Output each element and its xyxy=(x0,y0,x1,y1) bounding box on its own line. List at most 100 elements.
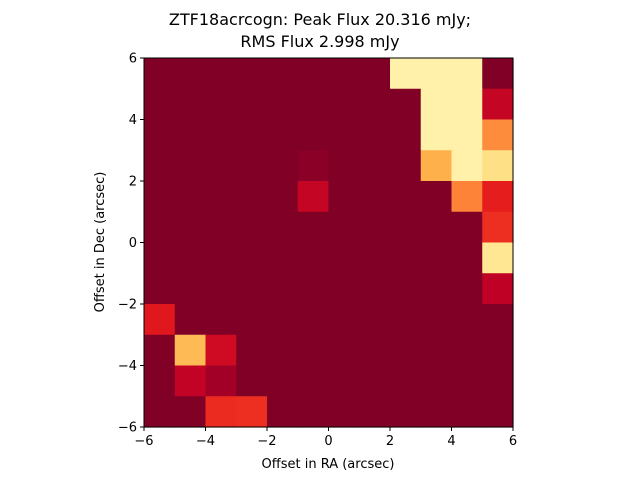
heatmap-cell xyxy=(328,58,360,90)
heatmap-cell xyxy=(482,150,514,182)
heatmap-cell xyxy=(451,396,483,428)
heatmap-cell xyxy=(420,88,453,121)
heatmap-cell xyxy=(144,365,176,397)
heatmap-cell xyxy=(297,334,330,367)
heatmap-cell xyxy=(359,211,391,244)
chart-title-line-1: ZTF18acrcogn: Peak Flux 20.316 mJy; xyxy=(168,10,472,29)
heatmap-cell xyxy=(451,58,483,90)
heatmap-cell xyxy=(420,242,453,274)
heatmap-cell xyxy=(267,119,299,151)
heatmap-cell xyxy=(267,334,299,367)
heatmap-cell xyxy=(174,150,207,182)
heatmap-cell xyxy=(144,396,176,428)
heatmap-cell xyxy=(267,211,299,244)
heatmap-cell xyxy=(174,273,207,305)
heatmap-cell xyxy=(205,242,237,274)
heatmap-cell xyxy=(359,181,391,213)
x-tick-label: 6 xyxy=(509,434,517,449)
heatmap-cell xyxy=(236,396,268,428)
heatmap-cell xyxy=(144,181,176,213)
heatmap-cell xyxy=(420,273,453,305)
chart-title-line-2: RMS Flux 2.998 mJy xyxy=(240,32,400,51)
heatmap-cell xyxy=(297,304,330,336)
heatmap-cell xyxy=(267,88,299,121)
heatmap-cell xyxy=(359,396,391,428)
heatmap-cell xyxy=(205,334,237,367)
heatmap-cell xyxy=(390,211,422,244)
heatmap-cell xyxy=(359,150,391,182)
heatmap-cell xyxy=(144,334,176,367)
heatmap-cell xyxy=(144,119,176,151)
x-tick-label: −4 xyxy=(196,434,215,449)
heatmap-cell xyxy=(174,88,207,121)
heatmap-cell xyxy=(205,211,237,244)
heatmap-cell xyxy=(205,365,237,397)
heatmap-cell xyxy=(482,211,514,244)
heatmap-cell xyxy=(297,273,330,305)
heatmap-cell xyxy=(174,304,207,336)
heatmap-cell xyxy=(451,150,483,182)
heatmap-cell xyxy=(359,334,391,367)
heatmap-cell xyxy=(267,242,299,274)
heatmap-cell xyxy=(297,396,330,428)
heatmap-cell xyxy=(205,273,237,305)
heatmap-cell xyxy=(297,88,330,121)
heatmap-cell xyxy=(267,181,299,213)
heatmap-cell xyxy=(359,365,391,397)
heatmap-cell xyxy=(174,211,207,244)
heatmap-cell xyxy=(174,242,207,274)
y-tick-label: 0 xyxy=(129,236,137,251)
heatmap-cell xyxy=(328,273,360,305)
heatmap-cell xyxy=(174,119,207,151)
heatmap-cell xyxy=(390,119,422,151)
heatmap-cell xyxy=(390,396,422,428)
heatmap-cell xyxy=(482,396,514,428)
heatmap-cell xyxy=(144,273,176,305)
heatmap-cell xyxy=(451,119,483,151)
y-tick-label: 4 xyxy=(129,113,137,128)
heatmap-cell xyxy=(205,181,237,213)
heatmap-cell xyxy=(482,273,514,305)
heatmap-cell xyxy=(390,150,422,182)
heatmap-cell xyxy=(359,88,391,121)
y-tick-label: −6 xyxy=(118,421,137,436)
heatmap-cell xyxy=(297,365,330,397)
x-axis-ticks: −6 −4 −2 0 2 4 6 xyxy=(134,427,517,449)
heatmap-cell xyxy=(174,396,207,428)
heatmap-cell xyxy=(297,58,330,90)
x-tick-label: −2 xyxy=(257,434,276,449)
heatmap-cell xyxy=(267,273,299,305)
heatmap-cell xyxy=(482,334,514,367)
heatmap-cell xyxy=(174,365,207,397)
heatmap-cell xyxy=(205,150,237,182)
x-axis-label: Offset in RA (arcsec) xyxy=(262,457,395,472)
heatmap-cell xyxy=(420,365,453,397)
heatmap-cell xyxy=(205,304,237,336)
heatmap-cell xyxy=(390,365,422,397)
heatmap-cell xyxy=(390,273,422,305)
heatmap-cell xyxy=(390,334,422,367)
heatmap-cell xyxy=(482,304,514,336)
heatmap-cell xyxy=(451,88,483,121)
heatmap-cell xyxy=(267,150,299,182)
heatmap-cell xyxy=(359,58,391,90)
x-tick-label: 2 xyxy=(386,434,394,449)
heatmap-cell xyxy=(144,211,176,244)
heatmap-cell xyxy=(236,58,268,90)
heatmap-cell xyxy=(144,304,176,336)
heatmap-cell xyxy=(205,88,237,121)
heatmap-cell xyxy=(451,211,483,244)
heatmap-cell xyxy=(328,150,360,182)
heatmap-cell xyxy=(236,242,268,274)
heatmap-cell xyxy=(390,88,422,121)
heatmap-cell xyxy=(267,396,299,428)
y-tick-label: 6 xyxy=(129,52,137,67)
heatmap-cell xyxy=(297,242,330,274)
heatmap-cell xyxy=(359,273,391,305)
heatmap-cell xyxy=(451,365,483,397)
heatmap-cell xyxy=(420,211,453,244)
heatmap-cell xyxy=(144,242,176,274)
heatmap-cell xyxy=(174,181,207,213)
heatmap-cell xyxy=(451,334,483,367)
